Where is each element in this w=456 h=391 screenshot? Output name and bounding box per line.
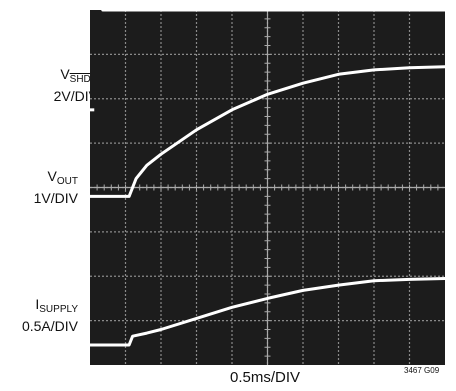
isupply-scale: 0.5A/DIV: [21, 318, 78, 334]
x-axis-label: 0.5ms/DIV: [229, 369, 301, 386]
vshdn-label: VSHDN 2V/DIV: [53, 66, 98, 104]
vout-scale: 1V/DIV: [33, 190, 78, 206]
vshdn-scale: 2V/DIV: [53, 88, 98, 104]
trace-i-supply: [90, 277, 445, 347]
trace-v-out: [90, 65, 445, 198]
traces: [90, 10, 445, 347]
isupply-label: ISUPPLY 0.5A/DIV: [21, 296, 78, 334]
grid: [90, 10, 445, 365]
vout-label: VOUT 1V/DIV: [33, 168, 78, 206]
oscilloscope-screen: [90, 10, 445, 365]
figure-id: 3467 G09: [404, 366, 440, 375]
